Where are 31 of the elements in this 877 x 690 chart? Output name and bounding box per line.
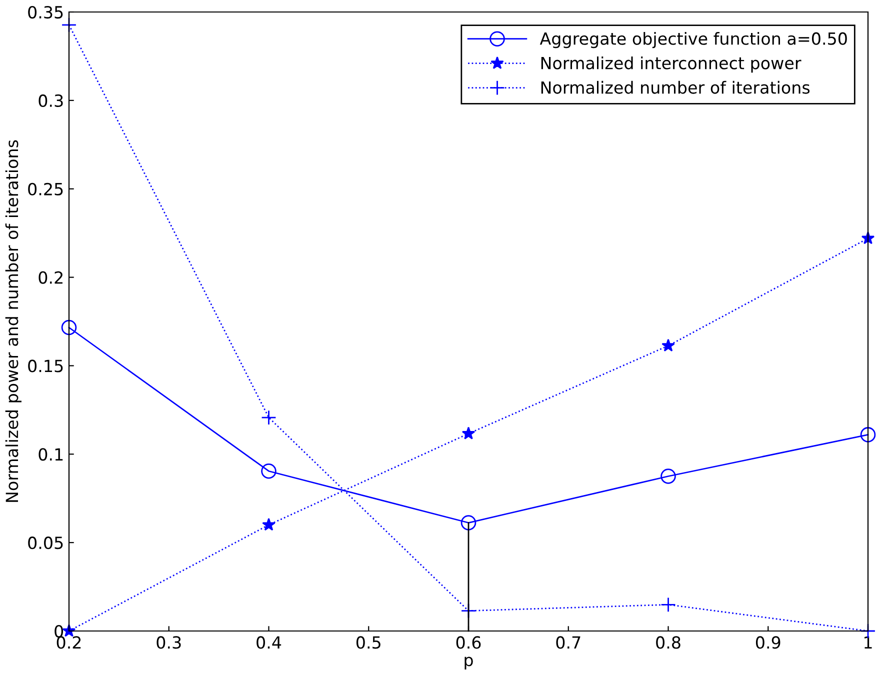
y-tick-label: 0.25 [28, 182, 63, 196]
x-tick-label: 0.8 [656, 636, 680, 649]
x-tick-label: 0.5 [356, 636, 380, 649]
point [261, 463, 276, 479]
point [262, 518, 276, 531]
point [462, 426, 476, 440]
x-tick-label: 0.4 [256, 636, 282, 649]
legend-label: Aggregate objective function a=0.50 [540, 32, 847, 48]
x-tick-label: 0.2 [56, 636, 81, 649]
legend-label: Normalized interconnect power [541, 56, 802, 73]
x-axis-title: p [464, 656, 473, 670]
y-axis-title: Normalized power and number of iterations [5, 140, 22, 502]
legend-label: Normalized number of iterations [541, 80, 810, 94]
y-tick-label: 0 [54, 624, 64, 638]
y-tick-label: 0.35 [28, 6, 63, 19]
x-tick-label: 1 [864, 636, 872, 649]
point [61, 320, 77, 336]
point [662, 338, 675, 352]
point [460, 515, 476, 530]
x-tick-label: 0.6 [456, 636, 481, 649]
y-tick-label: 0.05 [28, 536, 63, 550]
y-tick-label: 0.15 [28, 360, 63, 372]
y-tick-label: 0.1 [38, 448, 63, 461]
x-tick-label: 0.9 [756, 636, 780, 649]
point [660, 468, 676, 484]
point [261, 410, 276, 426]
y-tick-label: 0.3 [38, 94, 63, 107]
x-tick-label: 0.7 [556, 636, 580, 649]
y-tick-label: 0.2 [38, 271, 62, 284]
point [860, 427, 876, 442]
x-tick-label: 0.3 [156, 636, 181, 649]
